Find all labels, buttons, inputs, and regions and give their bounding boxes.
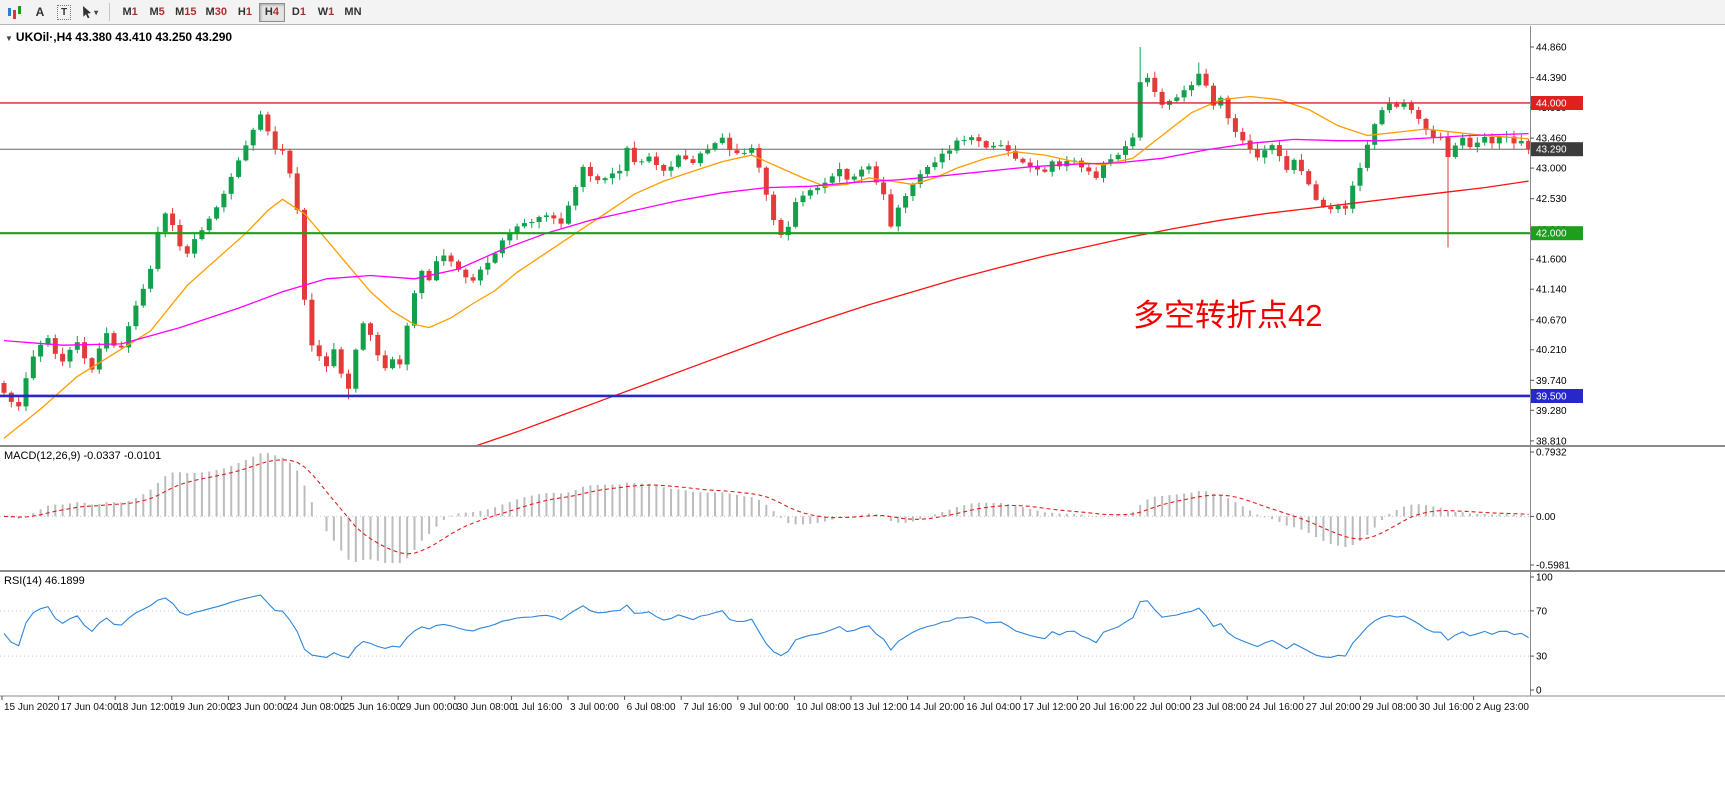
svg-text:41.140: 41.140 bbox=[1536, 285, 1567, 296]
svg-text:0.7932: 0.7932 bbox=[1536, 448, 1567, 459]
svg-text:17 Jun 04:00: 17 Jun 04:00 bbox=[61, 702, 119, 713]
svg-text:15 Jun 2020: 15 Jun 2020 bbox=[4, 702, 59, 713]
svg-text:25 Jun 16:00: 25 Jun 16:00 bbox=[344, 702, 402, 713]
svg-text:6 Jul 08:00: 6 Jul 08:00 bbox=[627, 702, 676, 713]
svg-text:29 Jul 08:00: 29 Jul 08:00 bbox=[1362, 702, 1417, 713]
text-label-tool-button[interactable]: T bbox=[53, 2, 75, 22]
svg-text:2 Aug 23:00: 2 Aug 23:00 bbox=[1476, 702, 1530, 713]
svg-text:40.670: 40.670 bbox=[1536, 315, 1567, 326]
svg-text:17 Jul 12:00: 17 Jul 12:00 bbox=[1023, 702, 1078, 713]
svg-text:22 Jul 00:00: 22 Jul 00:00 bbox=[1136, 702, 1191, 713]
svg-text:43.000: 43.000 bbox=[1536, 164, 1567, 175]
svg-text:10 Jul 08:00: 10 Jul 08:00 bbox=[796, 702, 851, 713]
pointer-icon bbox=[83, 6, 92, 19]
svg-text:20 Jul 16:00: 20 Jul 16:00 bbox=[1079, 702, 1134, 713]
svg-text:7 Jul 16:00: 7 Jul 16:00 bbox=[683, 702, 732, 713]
svg-text:23 Jun 00:00: 23 Jun 00:00 bbox=[230, 702, 288, 713]
main-price-panel[interactable] bbox=[0, 47, 1531, 447]
svg-text:1 Jul 16:00: 1 Jul 16:00 bbox=[513, 702, 562, 713]
timeframe-button-h1[interactable]: H1 bbox=[232, 3, 258, 22]
svg-text:24 Jul 16:00: 24 Jul 16:00 bbox=[1249, 702, 1304, 713]
svg-text:24 Jun 08:00: 24 Jun 08:00 bbox=[287, 702, 345, 713]
text-label-icon: T bbox=[57, 4, 72, 20]
svg-text:-0.5981: -0.5981 bbox=[1536, 561, 1570, 572]
cursor-tool-button[interactable]: ▾ bbox=[77, 2, 102, 22]
svg-text:3 Jul 00:00: 3 Jul 00:00 bbox=[570, 702, 619, 713]
svg-text:43.460: 43.460 bbox=[1536, 134, 1567, 145]
ma-fast-line bbox=[3, 95, 1529, 439]
macd-indicator-label: MACD(12,26,9) -0.0337 -0.0101 bbox=[4, 450, 162, 462]
timeframe-button-m30[interactable]: M30 bbox=[202, 3, 231, 22]
svg-text:16 Jul 04:00: 16 Jul 04:00 bbox=[966, 702, 1021, 713]
svg-text:0.00: 0.00 bbox=[1536, 512, 1556, 523]
timeframe-button-d1[interactable]: D1 bbox=[286, 3, 312, 22]
svg-text:23 Jul 08:00: 23 Jul 08:00 bbox=[1193, 702, 1248, 713]
svg-text:13 Jul 12:00: 13 Jul 12:00 bbox=[853, 702, 908, 713]
price-badge-43.290: 43.290 bbox=[1531, 142, 1583, 157]
svg-text:29 Jun 00:00: 29 Jun 00:00 bbox=[400, 702, 458, 713]
svg-text:42.000: 42.000 bbox=[1536, 229, 1567, 240]
mini-chart-icon bbox=[8, 6, 21, 19]
svg-text:43.290: 43.290 bbox=[1536, 145, 1567, 156]
timeframe-button-mn[interactable]: MN bbox=[340, 3, 366, 22]
svg-text:40.210: 40.210 bbox=[1536, 345, 1567, 356]
macd-signal-line bbox=[3, 459, 1529, 555]
svg-text:9 Jul 00:00: 9 Jul 00:00 bbox=[740, 702, 789, 713]
svg-text:30: 30 bbox=[1536, 652, 1548, 663]
macd-scale[interactable]: 0.7932 0.00 -0.5981 bbox=[1530, 448, 1570, 572]
toolbar-separator bbox=[109, 3, 111, 21]
rsi-line bbox=[3, 594, 1529, 659]
timeframe-button-m1[interactable]: M1 bbox=[117, 3, 143, 22]
rsi-scale[interactable]: 100 70 30 0 bbox=[1530, 573, 1553, 697]
chart-annotation-text[interactable]: 多空转折点42 bbox=[1133, 298, 1323, 333]
price-scale[interactable]: 44.86044.39043.93043.46043.00042.53042.0… bbox=[1530, 43, 1583, 448]
rsi-indicator-label: RSI(14) 46.1899 bbox=[4, 575, 85, 587]
timeframe-button-m5[interactable]: M5 bbox=[144, 3, 170, 22]
arrow-text-tool-button[interactable]: A bbox=[29, 2, 51, 22]
svg-text:0: 0 bbox=[1536, 686, 1542, 697]
svg-text:44.860: 44.860 bbox=[1536, 43, 1567, 54]
panel-borders bbox=[0, 26, 1725, 697]
svg-text:18 Jun 12:00: 18 Jun 12:00 bbox=[117, 702, 175, 713]
timeframe-button-h4[interactable]: H4 bbox=[258, 2, 285, 22]
chart-icon[interactable] bbox=[3, 2, 27, 22]
toolbar: A T ▾ M1 M5 M15 M30 H1 H4 D1 W1 MN bbox=[0, 0, 1725, 25]
svg-text:14 Jul 20:00: 14 Jul 20:00 bbox=[910, 702, 965, 713]
price-badge-42.000: 42.000 bbox=[1531, 226, 1583, 241]
ma-medium-line bbox=[3, 132, 1529, 346]
price-badge-39.500: 39.500 bbox=[1531, 389, 1583, 403]
timeframe-button-m15[interactable]: M15 bbox=[171, 3, 200, 22]
svg-text:70: 70 bbox=[1536, 606, 1548, 617]
svg-text:30 Jul 16:00: 30 Jul 16:00 bbox=[1419, 702, 1474, 713]
svg-text:39.740: 39.740 bbox=[1536, 376, 1567, 387]
svg-text:42.530: 42.530 bbox=[1536, 194, 1567, 205]
svg-text:39.280: 39.280 bbox=[1536, 406, 1567, 417]
price-badge-44.000: 44.000 bbox=[1531, 96, 1583, 110]
svg-text:44.000: 44.000 bbox=[1536, 99, 1567, 110]
timeframe-button-group: M1 M5 M15 M30 H1 H4 D1 W1 MN bbox=[117, 2, 366, 22]
svg-text:100: 100 bbox=[1536, 573, 1553, 584]
svg-text:39.500: 39.500 bbox=[1536, 392, 1567, 403]
svg-text:27 Jul 20:00: 27 Jul 20:00 bbox=[1306, 702, 1361, 713]
chevron-down-icon: ▾ bbox=[94, 7, 99, 17]
svg-text:38.810: 38.810 bbox=[1536, 436, 1567, 447]
symbol-ohlc-label: ▼ UKOil·,H4 43.380 43.410 43.250 43.290 bbox=[5, 30, 233, 44]
candles-layer bbox=[1, 47, 1530, 412]
timeframe-button-w1[interactable]: W1 bbox=[313, 3, 339, 22]
svg-text:19 Jun 20:00: 19 Jun 20:00 bbox=[174, 702, 232, 713]
svg-text:44.390: 44.390 bbox=[1536, 73, 1567, 84]
macd-panel[interactable] bbox=[0, 453, 1530, 564]
svg-text:30 Jun 08:00: 30 Jun 08:00 bbox=[457, 702, 515, 713]
rsi-panel[interactable] bbox=[0, 594, 1530, 659]
macd-histogram bbox=[10, 453, 1530, 564]
symbol-marker-icon: ▼ bbox=[5, 34, 13, 43]
svg-text:41.600: 41.600 bbox=[1536, 255, 1567, 266]
ma-slow-line bbox=[476, 180, 1529, 445]
